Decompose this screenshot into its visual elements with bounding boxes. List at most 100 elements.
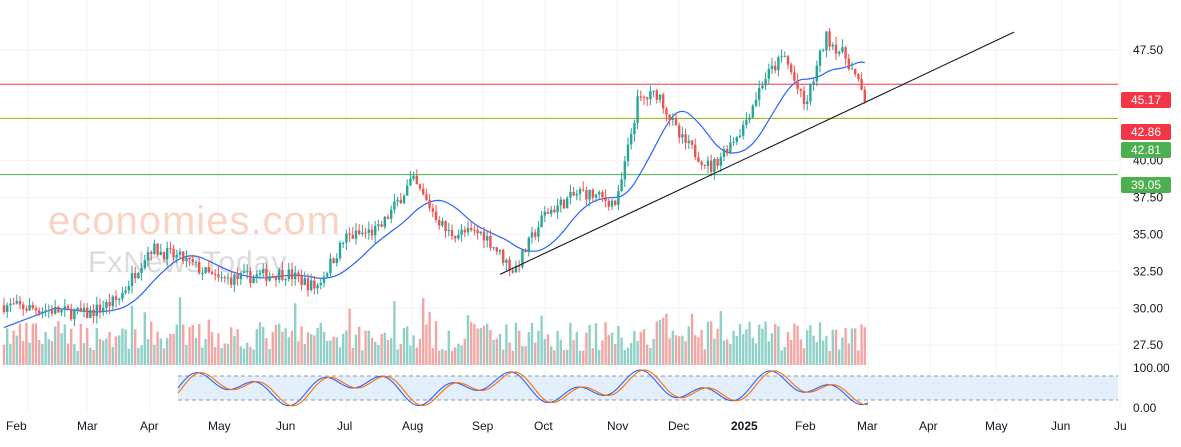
candle-252[interactable] bbox=[809, 83, 812, 106]
candle-251[interactable] bbox=[806, 95, 809, 111]
candle-85[interactable] bbox=[274, 276, 278, 287]
candle-46[interactable] bbox=[150, 250, 153, 261]
candle-119[interactable] bbox=[383, 216, 386, 230]
candle-188[interactable] bbox=[604, 189, 607, 208]
candle-60[interactable] bbox=[194, 259, 198, 268]
candle-63[interactable] bbox=[204, 267, 207, 274]
candle-16[interactable] bbox=[54, 299, 57, 315]
candle-81[interactable] bbox=[262, 263, 265, 278]
candle-124[interactable] bbox=[399, 192, 402, 205]
candle-196[interactable] bbox=[630, 128, 633, 150]
candle-206[interactable] bbox=[662, 92, 665, 114]
candle-136[interactable] bbox=[438, 216, 441, 230]
candle-210[interactable] bbox=[674, 112, 678, 126]
candle-3[interactable] bbox=[12, 297, 15, 305]
candle-169[interactable] bbox=[543, 205, 546, 223]
candle-257[interactable] bbox=[825, 31, 828, 58]
candle-138[interactable] bbox=[444, 220, 447, 238]
candle-74[interactable] bbox=[239, 271, 242, 285]
candle-245[interactable] bbox=[786, 54, 790, 70]
candle-254[interactable] bbox=[815, 60, 818, 87]
candle-123[interactable] bbox=[396, 196, 399, 207]
horizontal-lines[interactable] bbox=[0, 83, 1118, 176]
candle-59[interactable] bbox=[191, 254, 194, 266]
candle-189[interactable] bbox=[607, 198, 610, 211]
candle-246[interactable] bbox=[790, 62, 793, 75]
candle-109[interactable] bbox=[351, 226, 354, 239]
candle-43[interactable] bbox=[140, 263, 143, 281]
candle-26[interactable] bbox=[86, 303, 89, 319]
candle-97[interactable] bbox=[313, 276, 316, 295]
candle-68[interactable] bbox=[220, 271, 223, 283]
candle-253[interactable] bbox=[812, 78, 815, 91]
candle-233[interactable] bbox=[748, 113, 751, 124]
candle-95[interactable] bbox=[306, 273, 310, 297]
candle-24[interactable] bbox=[79, 300, 82, 312]
candle-165[interactable] bbox=[530, 226, 534, 244]
candle-112[interactable] bbox=[361, 224, 364, 237]
candle-53[interactable] bbox=[172, 244, 175, 262]
candle-150[interactable] bbox=[482, 227, 486, 248]
candle-198[interactable] bbox=[636, 89, 639, 130]
candle-84[interactable] bbox=[271, 273, 274, 278]
candle-44[interactable] bbox=[143, 254, 146, 271]
candle-261[interactable] bbox=[838, 50, 841, 57]
candle-69[interactable] bbox=[223, 275, 226, 283]
candle-102[interactable] bbox=[329, 253, 332, 277]
candle-90[interactable] bbox=[290, 262, 294, 287]
candle-49[interactable] bbox=[159, 243, 162, 256]
candle-28[interactable] bbox=[92, 304, 95, 324]
candle-256[interactable] bbox=[822, 48, 825, 52]
candle-99[interactable] bbox=[319, 277, 322, 290]
candle-143[interactable] bbox=[460, 224, 463, 242]
candle-71[interactable] bbox=[230, 271, 233, 289]
moving-average[interactable] bbox=[3, 61, 865, 329]
candle-134[interactable] bbox=[431, 203, 434, 218]
candle-121[interactable] bbox=[390, 205, 393, 224]
candle-170[interactable] bbox=[546, 207, 550, 214]
candle-259[interactable] bbox=[831, 42, 834, 51]
candle-108[interactable] bbox=[348, 227, 351, 243]
candle-156[interactable] bbox=[502, 248, 505, 267]
candle-208[interactable] bbox=[668, 114, 671, 127]
candle-207[interactable] bbox=[665, 106, 668, 122]
candle-30[interactable] bbox=[98, 298, 102, 319]
candle-66[interactable] bbox=[214, 269, 217, 281]
candle-76[interactable] bbox=[246, 264, 249, 280]
candle-55[interactable] bbox=[178, 248, 182, 259]
candle-262[interactable] bbox=[841, 39, 844, 54]
candle-258[interactable] bbox=[828, 27, 831, 52]
candle-237[interactable] bbox=[761, 81, 764, 90]
candle-213[interactable] bbox=[684, 128, 687, 150]
candle-220[interactable] bbox=[706, 156, 710, 174]
candle-130[interactable] bbox=[418, 183, 422, 191]
candle-41[interactable] bbox=[134, 266, 137, 284]
candle-135[interactable] bbox=[434, 204, 438, 223]
candle-232[interactable] bbox=[745, 112, 748, 129]
candle-194[interactable] bbox=[623, 155, 626, 188]
candle-204[interactable] bbox=[655, 88, 658, 104]
candle-72[interactable] bbox=[233, 273, 236, 293]
candle-62[interactable] bbox=[201, 267, 204, 281]
candle-57[interactable] bbox=[185, 250, 188, 268]
time-axis[interactable]: Feb Mar Apr May Jun Jul Aug Sep Oct Nov Dec 2025 Feb… bbox=[6, 419, 1127, 433]
candle-42[interactable] bbox=[137, 271, 140, 280]
candle-73[interactable] bbox=[236, 267, 239, 286]
candle-100[interactable] bbox=[322, 271, 326, 288]
candle-193[interactable] bbox=[620, 172, 623, 193]
candle-58[interactable] bbox=[188, 257, 191, 267]
candle-2[interactable] bbox=[9, 298, 12, 312]
candle-117[interactable] bbox=[377, 219, 380, 232]
candle-75[interactable] bbox=[242, 263, 246, 274]
candle-36[interactable] bbox=[118, 297, 121, 306]
candle-137[interactable] bbox=[441, 217, 444, 228]
candle-153[interactable] bbox=[492, 246, 495, 251]
candle-155[interactable] bbox=[498, 249, 502, 256]
candle-120[interactable] bbox=[386, 214, 390, 220]
candle-264[interactable] bbox=[847, 53, 850, 71]
candle-106[interactable] bbox=[342, 241, 345, 248]
candle-4[interactable] bbox=[15, 294, 18, 305]
candle-144[interactable] bbox=[463, 226, 466, 238]
candle-25[interactable] bbox=[82, 303, 86, 318]
